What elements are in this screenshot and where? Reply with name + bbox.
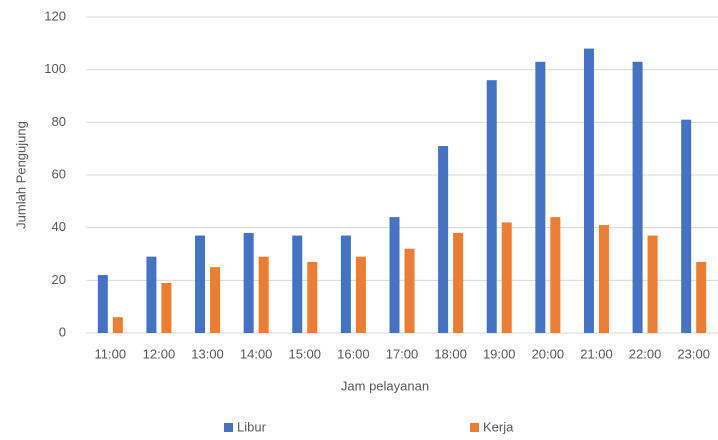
bar (453, 232, 464, 333)
legend-swatch (470, 423, 479, 432)
x-tick-label: 19:00 (483, 346, 516, 361)
x-tick-label: 22:00 (629, 346, 662, 361)
x-axis-title: Jam pelayanan (341, 378, 429, 393)
bar (501, 222, 512, 333)
x-tick-label: 21:00 (580, 346, 613, 361)
legend-swatch (224, 423, 233, 432)
bar (355, 256, 366, 333)
bar (340, 235, 351, 333)
bar (292, 235, 303, 333)
y-tick-label: 0 (59, 324, 66, 339)
bar (696, 261, 707, 333)
bar (486, 80, 497, 333)
bar (97, 275, 108, 333)
bar (598, 225, 609, 333)
x-tick-label: 16:00 (337, 346, 370, 361)
legend-label: Kerja (483, 419, 514, 434)
x-tick-label: 14:00 (240, 346, 273, 361)
bar (195, 235, 206, 333)
bar (535, 61, 546, 334)
bar (243, 232, 254, 333)
x-tick-label: 13:00 (191, 346, 224, 361)
bar (632, 61, 643, 334)
y-tick-label: 120 (44, 8, 66, 23)
x-tick-label: 12:00 (143, 346, 176, 361)
legend-label: Libur (237, 419, 267, 434)
bar (404, 248, 415, 333)
bar (583, 48, 594, 333)
y-tick-label: 60 (52, 166, 66, 181)
x-tick-label: 20:00 (532, 346, 565, 361)
x-tick-label: 15:00 (288, 346, 321, 361)
bar (146, 256, 157, 333)
x-tick-label: 17:00 (386, 346, 419, 361)
x-tick-label: 18:00 (434, 346, 467, 361)
bar (681, 119, 692, 333)
y-tick-label: 80 (52, 114, 66, 129)
y-tick-label: 40 (52, 219, 66, 234)
x-tick-label: 23:00 (677, 346, 710, 361)
bar (161, 282, 172, 333)
y-tick-label: 20 (52, 272, 66, 287)
bar (438, 146, 449, 333)
bar (550, 217, 561, 333)
bar (258, 256, 269, 333)
bar (210, 267, 221, 333)
y-axis-title: Jumlah Pengujung (13, 121, 28, 229)
bar (112, 317, 123, 333)
y-tick-label: 100 (44, 61, 66, 76)
bar (389, 217, 400, 333)
bar (307, 261, 318, 333)
x-tick-label: 11:00 (95, 346, 127, 361)
bar (647, 235, 658, 333)
